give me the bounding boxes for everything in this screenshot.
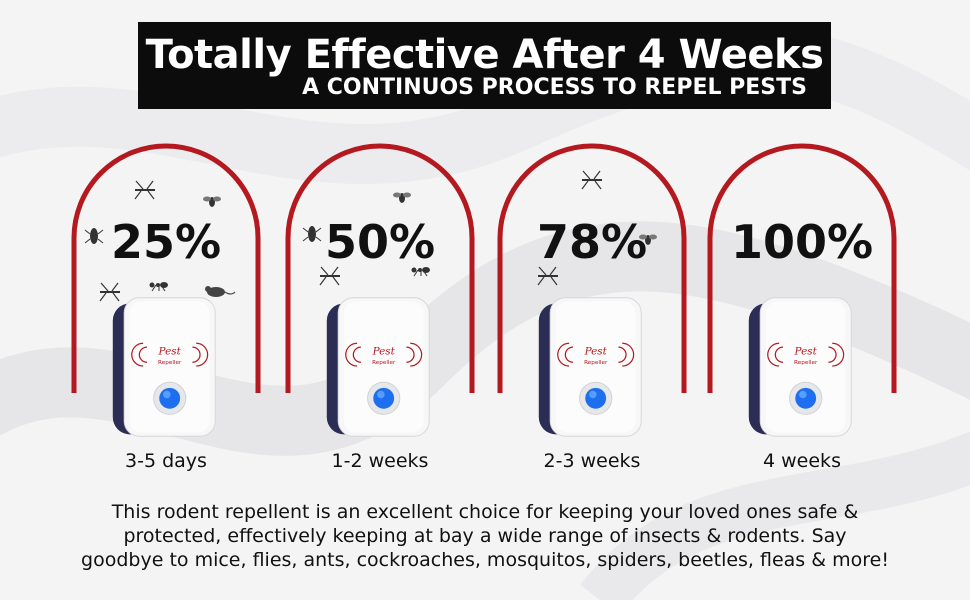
device-logo-sub: Repeller	[372, 360, 396, 366]
description-line-1: This rodent repellent is an excellent ch…	[111, 501, 859, 523]
headline-title: Totally Effective After 4 Weeks	[145, 32, 824, 78]
arch-frame	[707, 143, 897, 393]
mouse-icon	[204, 285, 236, 298]
pest-repeller-device: Pest Repeller	[748, 297, 852, 437]
headline-banner: Totally Effective After 4 Weeks A CONTIN…	[138, 22, 831, 109]
arch-frame	[497, 143, 687, 393]
stage-duration-1: 3-5 days	[125, 450, 207, 472]
device-logo-main: Pest	[794, 346, 818, 358]
stage-percent: 25%	[110, 215, 222, 269]
device-logo-main: Pest	[584, 346, 608, 358]
pest-repeller-device: Pest Repeller	[112, 297, 216, 437]
mosquito-icon	[581, 170, 603, 190]
cockroach-icon	[84, 227, 104, 245]
stage-percent: 50%	[324, 215, 436, 269]
mosquito-icon	[319, 266, 341, 286]
device-logo-main: Pest	[158, 346, 182, 358]
description-line-2: protected, effectively keeping at bay a …	[123, 525, 847, 547]
stage-percent: 100%	[730, 215, 874, 269]
cockroach-icon	[302, 225, 322, 243]
stage-card-1: 25%	[71, 143, 261, 413]
mosquito-icon	[537, 266, 559, 286]
description-line-3: goodbye to mice, flies, ants, cockroache…	[81, 549, 889, 571]
arch-frame	[71, 143, 261, 393]
fly-icon	[393, 192, 411, 203]
fly-icon	[639, 234, 657, 245]
device-logo-sub: Repeller	[794, 360, 818, 366]
stage-card-2: 50%	[285, 143, 475, 413]
pest-repeller-device: Pest Repeller	[326, 297, 430, 437]
device-logo-sub: Repeller	[584, 360, 608, 366]
stage-duration-2: 1-2 weeks	[331, 450, 429, 472]
arch-frame	[285, 143, 475, 393]
stage-percent: 78%	[536, 215, 648, 269]
fly-icon	[203, 196, 221, 207]
ant-icon	[411, 266, 431, 277]
pest-repeller-device: Pest Repeller	[538, 297, 642, 437]
headline-subtitle: A CONTINUOS PROCESS TO REPEL PESTS	[302, 75, 807, 100]
stage-card-4: 100%	[707, 143, 897, 413]
device-logo-sub: Repeller	[158, 360, 182, 366]
description-text: This rodent repellent is an excellent ch…	[40, 500, 930, 572]
mosquito-icon	[134, 180, 156, 200]
stage-duration-3: 2-3 weeks	[543, 450, 641, 472]
device-logo-main: Pest	[372, 346, 396, 358]
ant-icon	[149, 281, 169, 292]
mosquito-icon	[99, 282, 121, 302]
stage-duration-4: 4 weeks	[763, 450, 841, 472]
stage-card-3: 78%	[497, 143, 687, 413]
